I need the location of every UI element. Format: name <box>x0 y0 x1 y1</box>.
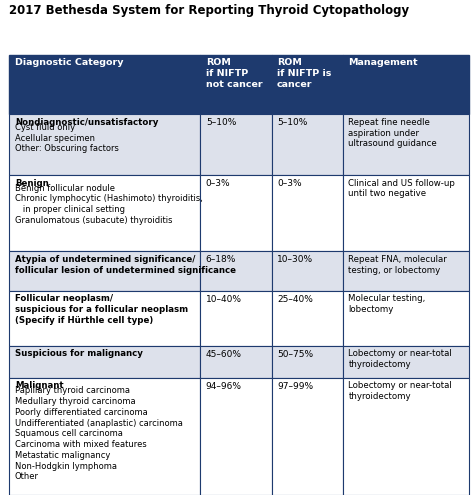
Text: 0–3%: 0–3% <box>277 179 301 188</box>
Text: 10–30%: 10–30% <box>277 255 313 264</box>
Bar <box>272 378 343 495</box>
Text: ROM
if NIFTP is
cancer: ROM if NIFTP is cancer <box>277 58 331 90</box>
Text: 5–10%: 5–10% <box>277 118 308 127</box>
Text: Repeat fine needle
aspiration under
ultrasound guidance: Repeat fine needle aspiration under ultr… <box>348 118 437 148</box>
Text: Clinical and US follow-up
until two negative: Clinical and US follow-up until two nega… <box>348 179 455 198</box>
Bar <box>272 114 343 175</box>
Bar <box>201 55 272 114</box>
Text: Lobectomy or near-total
thyroidectomy: Lobectomy or near-total thyroidectomy <box>348 349 452 369</box>
Text: Management: Management <box>348 58 418 67</box>
Text: Malignant: Malignant <box>15 381 64 391</box>
Text: Lobectomy or near-total
thyroidectomy: Lobectomy or near-total thyroidectomy <box>348 381 452 401</box>
Text: 2017 Bethesda System for Reporting Thyroid Cytopathology: 2017 Bethesda System for Reporting Thyro… <box>9 4 410 17</box>
Text: Nondiagnostic/unsatisfactory: Nondiagnostic/unsatisfactory <box>15 118 158 127</box>
Text: Benign: Benign <box>15 179 49 188</box>
Text: Cyst fluid only
Acellular specimen
Other: Obscuring factors: Cyst fluid only Acellular specimen Other… <box>15 123 119 153</box>
Bar <box>343 291 469 346</box>
Bar <box>272 175 343 251</box>
Text: Repeat FNA, molecular
testing, or lobectomy: Repeat FNA, molecular testing, or lobect… <box>348 255 447 275</box>
Bar <box>9 378 201 495</box>
Bar <box>201 114 272 175</box>
Text: Benign follicular nodule
Chronic lymphocytic (Hashimoto) thyroiditis,
   in prop: Benign follicular nodule Chronic lymphoc… <box>15 184 203 225</box>
Bar <box>9 114 201 175</box>
Bar <box>272 346 343 378</box>
Bar <box>9 291 201 346</box>
Bar <box>272 55 343 114</box>
Text: Follicular neoplasm/
suspicious for a follicular neoplasm
(Specify if Hürthle ce: Follicular neoplasm/ suspicious for a fo… <box>15 295 188 325</box>
Text: 0–3%: 0–3% <box>206 179 230 188</box>
Bar <box>272 251 343 291</box>
Bar <box>9 251 201 291</box>
Text: Diagnostic Category: Diagnostic Category <box>15 58 124 67</box>
Bar <box>343 251 469 291</box>
Text: 10–40%: 10–40% <box>206 295 242 304</box>
Bar <box>343 378 469 495</box>
Bar <box>343 114 469 175</box>
Text: 97–99%: 97–99% <box>277 382 313 391</box>
Bar <box>343 175 469 251</box>
Bar <box>201 346 272 378</box>
Text: 45–60%: 45–60% <box>206 350 242 359</box>
Bar <box>201 291 272 346</box>
Text: 50–75%: 50–75% <box>277 350 313 359</box>
Text: Atypia of undetermined significance/
follicular lesion of undetermined significa: Atypia of undetermined significance/ fol… <box>15 255 236 275</box>
Bar <box>9 55 201 114</box>
Text: ROM
if NIFTP
not cancer: ROM if NIFTP not cancer <box>206 58 263 90</box>
Text: Papillary thyroid carcinoma
Medullary thyroid carcinoma
Poorly differentiated ca: Papillary thyroid carcinoma Medullary th… <box>15 387 183 482</box>
Text: 94–96%: 94–96% <box>206 382 242 391</box>
Text: 5–10%: 5–10% <box>206 118 236 127</box>
Text: Molecular testing,
lobectomy: Molecular testing, lobectomy <box>348 295 426 314</box>
Text: Suspicious for malignancy: Suspicious for malignancy <box>15 349 143 358</box>
Bar <box>9 175 201 251</box>
Bar <box>343 346 469 378</box>
Text: 25–40%: 25–40% <box>277 295 313 304</box>
Text: 6–18%: 6–18% <box>206 255 236 264</box>
Bar <box>272 291 343 346</box>
Bar <box>201 175 272 251</box>
Bar <box>9 346 201 378</box>
Bar <box>201 378 272 495</box>
Bar <box>343 55 469 114</box>
Bar <box>201 251 272 291</box>
